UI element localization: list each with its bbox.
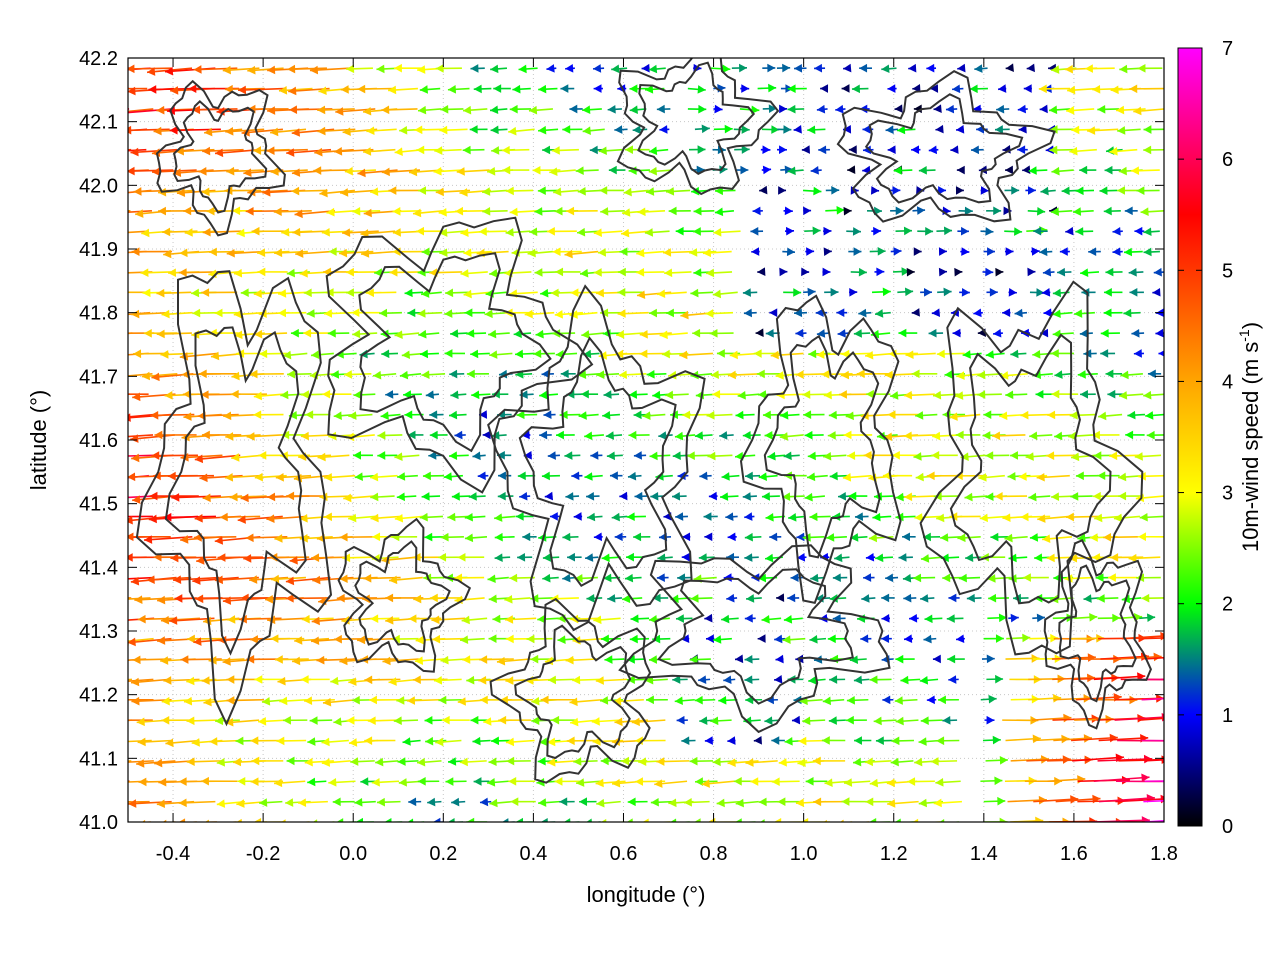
colorbar-title-close: ) — [1238, 322, 1263, 329]
wind-arrow — [72, 454, 125, 463]
colorbar: 0 1 2 3 4 5 6 7 10m-wind speed (m s-1) — [1178, 38, 1263, 838]
wind-arrow — [82, 268, 124, 277]
y-tick-label: 41.5 — [79, 494, 118, 516]
colorbar-tick-label: 7 — [1222, 38, 1233, 60]
y-axis-title: latitude (°) — [26, 390, 51, 491]
colorbar-tick-label: 6 — [1222, 149, 1233, 171]
colorbar-tick-label: 2 — [1222, 594, 1233, 616]
x-tick-label: 0.0 — [339, 843, 367, 865]
y-tick-label: 41.6 — [79, 430, 118, 452]
colorbar-tick-label: 0 — [1222, 816, 1233, 838]
x-tick-label: 1.4 — [970, 843, 998, 865]
wind-arrow — [82, 352, 126, 361]
wind-arrow — [73, 473, 123, 482]
y-tick-label: 42.0 — [79, 175, 118, 197]
colorbar-tick-label: 5 — [1222, 260, 1233, 282]
wind-arrow — [85, 227, 129, 236]
wind-arrow — [72, 533, 124, 542]
y-tick-label: 41.7 — [79, 366, 118, 388]
wind-arrow — [88, 290, 128, 299]
wind-arrow — [75, 86, 129, 95]
y-tick-label: 41.2 — [79, 685, 118, 707]
x-tick-label: 1.8 — [1150, 843, 1178, 865]
colorbar-tick-label: 1 — [1222, 705, 1233, 727]
x-tick-label: 0.4 — [519, 843, 547, 865]
colorbar-tick-label: 4 — [1222, 371, 1233, 393]
wind-arrow — [81, 657, 125, 666]
x-tick-label: 0.8 — [700, 843, 728, 865]
wind-arrow — [91, 800, 131, 809]
y-tick-label: 41.3 — [79, 621, 118, 643]
colorbar-gradient — [1178, 48, 1202, 826]
colorbar-title-superscript: -1 — [1236, 329, 1252, 342]
x-tick-label: -0.2 — [246, 843, 280, 865]
y-tick-label: 42.2 — [79, 48, 118, 70]
wind-arrow — [88, 737, 124, 746]
y-tick-label: 41.4 — [79, 557, 118, 579]
colorbar-title-main: 10m-wind speed (m s — [1238, 342, 1263, 552]
wind-arrow — [95, 331, 133, 340]
y-tick-label: 41.1 — [79, 748, 118, 770]
x-axis-title: longitude (°) — [587, 882, 706, 907]
wind-arrow — [84, 146, 131, 155]
wind-arrow — [83, 778, 130, 787]
wind-arrow — [92, 207, 130, 216]
wind-arrow — [76, 392, 129, 401]
wind-arrow — [79, 412, 127, 421]
y-tick-label: 41.0 — [79, 812, 118, 834]
x-tick-label: -0.4 — [156, 843, 190, 865]
x-tick-label: 1.2 — [880, 843, 908, 865]
y-tick-label: 42.1 — [79, 112, 118, 134]
wind-arrow — [91, 594, 131, 603]
y-tick-label: 41.8 — [79, 303, 118, 325]
colorbar-title: 10m-wind speed (m s-1) — [1236, 322, 1263, 552]
x-tick-label: 1.6 — [1060, 843, 1088, 865]
y-tick-label: 41.9 — [79, 239, 118, 261]
x-tick-label: 1.0 — [790, 843, 818, 865]
colorbar-tick-label: 3 — [1222, 483, 1233, 505]
x-tick-label: 0.2 — [429, 843, 457, 865]
wind-arrow — [94, 718, 132, 727]
x-tick-label: 0.6 — [610, 843, 638, 865]
